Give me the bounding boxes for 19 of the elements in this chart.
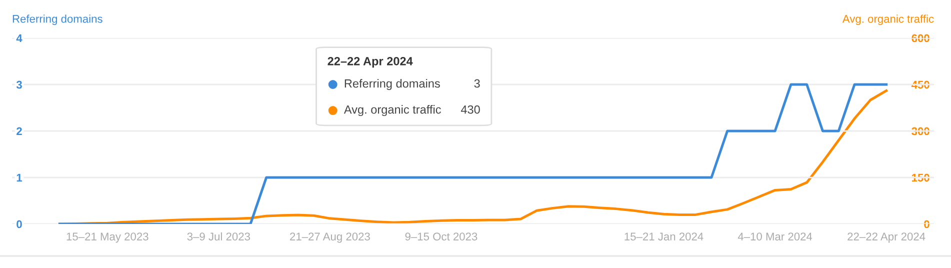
y-tick-label: 2 xyxy=(16,127,22,136)
x-tick-label: 15–21 Jan 2024 xyxy=(624,232,704,240)
y-tick-label: 4 xyxy=(16,34,22,42)
x-tick-label: 22–22 Apr 2024 xyxy=(848,232,926,243)
y-tick-label: 0 xyxy=(16,220,22,228)
x-tick-label: 3–9 Jul 2023 xyxy=(187,232,250,240)
y2-axis-title: Avg. organic traffic xyxy=(842,14,934,25)
x-tick-label: 9–15 Oct 2023 xyxy=(405,232,478,240)
legend-label: Avg. organic traffic xyxy=(344,105,441,116)
annotation: 430 xyxy=(460,105,480,114)
annotation: 3 xyxy=(474,79,480,88)
y-tick-label: 3 xyxy=(16,80,22,89)
x-tick-label: 21–27 Aug 2023 xyxy=(290,232,370,243)
x-tick-label: 4–10 Mar 2024 xyxy=(738,232,812,240)
y-tick-label: 1 xyxy=(16,174,22,182)
legend-label: Referring domains xyxy=(344,79,440,90)
x-tick-label: 15–21 May 2023 xyxy=(66,232,148,243)
annotation: 22–22 Apr 2024 xyxy=(328,56,413,68)
y-axis-title: Referring domains xyxy=(12,14,102,25)
